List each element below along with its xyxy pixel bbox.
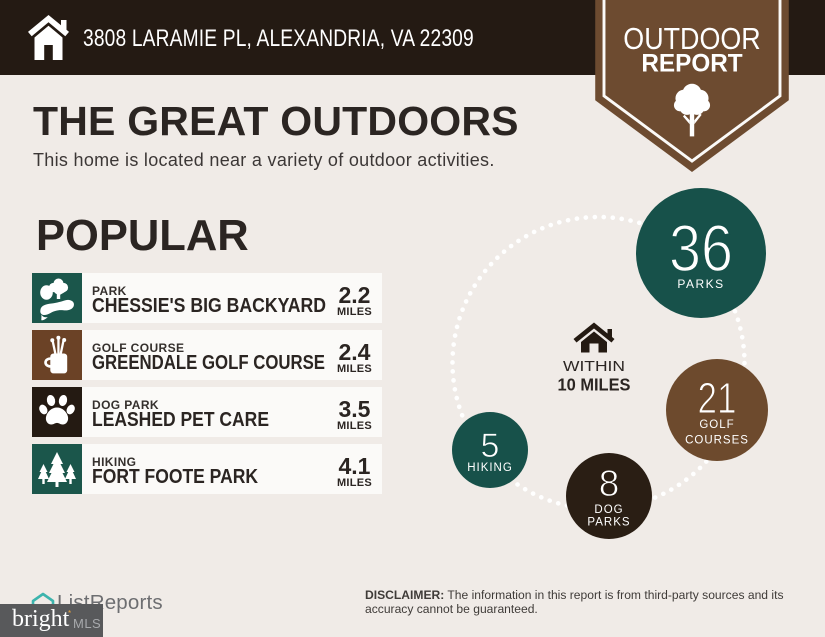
svg-text:GOLF: GOLF (699, 419, 734, 431)
svg-text:PARKS: PARKS (587, 517, 630, 529)
svg-text:21: 21 (698, 374, 737, 423)
svg-text:OUTDOOR: OUTDOOR (623, 23, 760, 56)
svg-text:PARKS: PARKS (677, 277, 724, 291)
svg-text:WITHIN: WITHIN (563, 358, 625, 375)
svg-text:10 MILES: 10 MILES (558, 375, 631, 395)
svg-text:COURSES: COURSES (685, 435, 749, 447)
svg-text:HIKING: HIKING (467, 462, 513, 474)
svg-text:36: 36 (669, 211, 733, 285)
svg-text:DOG: DOG (594, 504, 623, 516)
svg-text:8: 8 (599, 463, 620, 504)
svg-text:5: 5 (481, 427, 500, 465)
svg-text:REPORT: REPORT (641, 50, 743, 78)
